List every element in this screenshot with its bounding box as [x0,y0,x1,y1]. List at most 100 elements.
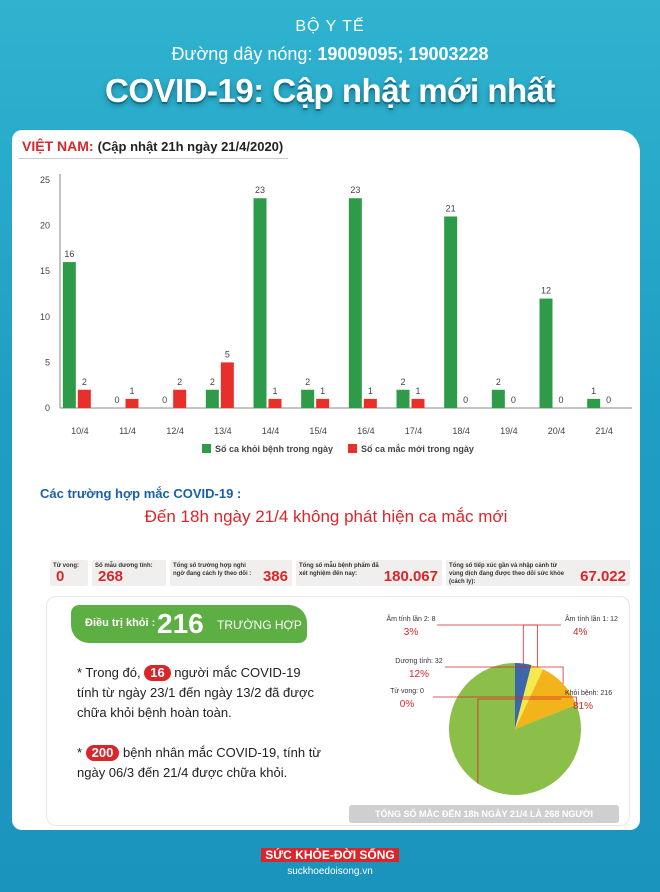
stat-deaths: Tử vong: 0 [50,560,88,586]
bar-value-label: 0 [114,395,119,405]
publisher-logo-text: SỨC KHỎE-ĐỜI SỐNG [261,848,399,862]
pie-slice-label: Dương tính: 32 [395,658,443,665]
pie-slice-percent: 4% [573,627,588,638]
bar-value-label: 1 [320,386,325,396]
treatment-banner: Điều trị khỏi : 216 TRƯỜNG HỢP [71,605,307,643]
x-tick-label: 20/4 [548,426,566,436]
bar-recovered [205,389,219,408]
stat-positive-value: 268 [98,568,124,585]
x-tick-label: 15/4 [309,426,327,436]
pie-leader-line [445,666,564,684]
bar-value-label: 1 [415,386,420,396]
bar-recovered [444,216,458,408]
bar-value-label: 2 [400,377,405,387]
page-title: COVID-19: Cập nhật mới nhất [105,72,556,109]
bar-value-label: 2 [305,377,310,387]
bar-value-label: 0 [558,395,563,405]
stat-monitored: Tổng số tiếp xúc gần và nhập cảnh từ vùn… [446,560,630,586]
legend-recovered-label: Số ca khỏi bệnh trong ngày [215,444,334,454]
x-tick-label: 13/4 [214,426,232,436]
total-cases-banner: TỔNG SỐ MẮC ĐẾN 18h NGÀY 21/4 LÀ 268 NGƯ… [349,805,619,823]
stat-monitored-value: 67.022 [580,568,626,585]
cases-subtitle: Đến 18h ngày 21/4 không phát hiện ca mắc… [144,507,508,526]
bar-new-case [316,398,330,408]
bar-new-case [268,398,282,408]
stat-suspected: Tổng số trường hợp nghi ngờ đang cách ly… [170,560,292,586]
y-tick-label: 15 [40,266,50,276]
bar-value-label: 16 [64,249,74,259]
y-tick-label: 20 [40,221,50,231]
y-tick-label: 10 [40,312,50,322]
legend-new-label: Số ca mắc mới trong ngày [361,444,474,454]
note-early-recoveries: * Trong đó, 16 người mắc COVID-19 tính t… [77,663,317,723]
treatment-unit: TRƯỜNG HỢP [217,618,302,632]
bar-new-case [173,389,187,408]
stat-monitored-label: Tổng số tiếp xúc gần và nhập cảnh từ vùn… [449,563,564,585]
bar-value-label: 2 [177,377,182,387]
bar-recovered [587,398,601,408]
hotline-label: Đường dây nóng: [171,44,318,64]
pie-slice-label: Âm tính lần 1: 12 [565,614,618,623]
bar-value-label: 1 [272,386,277,396]
bar-value-label: 1 [591,386,596,396]
bar-value-label: 0 [511,395,516,405]
note1-prefix: * Trong đó, [77,665,145,680]
note1-text: người mắc COVID-19 tính từ ngày 23/1 đến… [77,665,314,720]
vietnam-heading: VIỆT NAM: (Cập nhật 21h ngày 21/4/2020) [22,138,283,154]
stat-suspected-value: 386 [262,568,288,585]
note2-text: bệnh nhân mắc COVID-19, tính từ ngày 06/… [77,745,322,780]
stat-positive: Số mẫu dương tính: 268 [92,560,166,586]
treatment-number: 216 [157,608,204,639]
note1-number: 16 [144,665,171,681]
bar-recovered [301,389,315,408]
bar-new-case [411,398,425,408]
bar-recovered [348,198,362,408]
stat-tested: Tổng số mẫu bệnh phẩm đã xét nghiệm đến … [296,560,442,586]
x-tick-label: 18/4 [452,426,470,436]
pie-leader-line [433,696,577,705]
stat-positive-label: Số mẫu dương tính: [95,563,153,569]
bar-recovered [62,262,76,408]
stat-suspected-label: Tổng số trường hợp nghi ngờ đang cách ly… [173,563,252,577]
content-card: VIỆT NAM: (Cập nhật 21h ngày 21/4/2020) 0… [12,130,640,830]
stat-tested-value: 180.067 [383,568,438,585]
bar-value-label: 1 [129,386,134,396]
publisher-logo: SỨC KHỎE-ĐỜI SỐNG [0,848,660,862]
y-tick-label: 25 [40,175,50,185]
cases-title: Các trường hợp mắc COVID-19 : [40,486,242,501]
stat-deaths-label: Tử vong: [53,563,80,569]
daily-bar-chart: 051015202510/416211/40112/40213/42514/42… [40,174,632,436]
legend-new: Số ca mắc mới trong ngày [348,444,474,454]
bar-value-label: 5 [225,349,230,359]
x-tick-label: 10/4 [71,426,89,436]
bar-value-label: 21 [446,203,456,213]
note-recent-recoveries: * 200 bệnh nhân mắc COVID-19, tính từ ng… [77,743,327,783]
pie-leader-line [522,624,561,664]
bar-value-label: 1 [368,386,373,396]
bar-value-label: 2 [82,377,87,387]
x-tick-label: 19/4 [500,426,518,436]
bar-value-label: 0 [606,395,611,405]
x-tick-label: 16/4 [357,426,375,436]
x-tick-label: 14/4 [262,426,280,436]
pie-slice-percent: 3% [404,627,419,638]
bar-new-case [125,398,139,408]
stat-deaths-value: 0 [56,568,65,585]
pie-slice-percent: 12% [409,669,429,680]
x-tick-label: 17/4 [405,426,423,436]
pie-slice-percent: 81% [573,701,593,712]
bar-value-label: 23 [350,185,360,195]
pie-slice-label: Khỏi bệnh: 216 [565,689,612,697]
status-pie-chart: Khỏi bệnh: 216 81% Tử vong: 0 0% Dương tính:… [386,614,618,795]
bar-new-case [363,398,377,408]
x-tick-label: 11/4 [119,426,136,436]
legend-recovered: Số ca khỏi bệnh trong ngày [202,444,333,454]
bar-recovered [539,298,553,408]
bar-value-label: 12 [541,286,551,296]
ministry-label: BỘ Y TẾ [295,18,365,35]
bar-value-label: 0 [162,395,167,405]
pie-leader-line [437,624,538,667]
heading-divider [18,158,288,159]
pie-slice [515,663,532,729]
y-tick-label: 5 [45,357,50,367]
